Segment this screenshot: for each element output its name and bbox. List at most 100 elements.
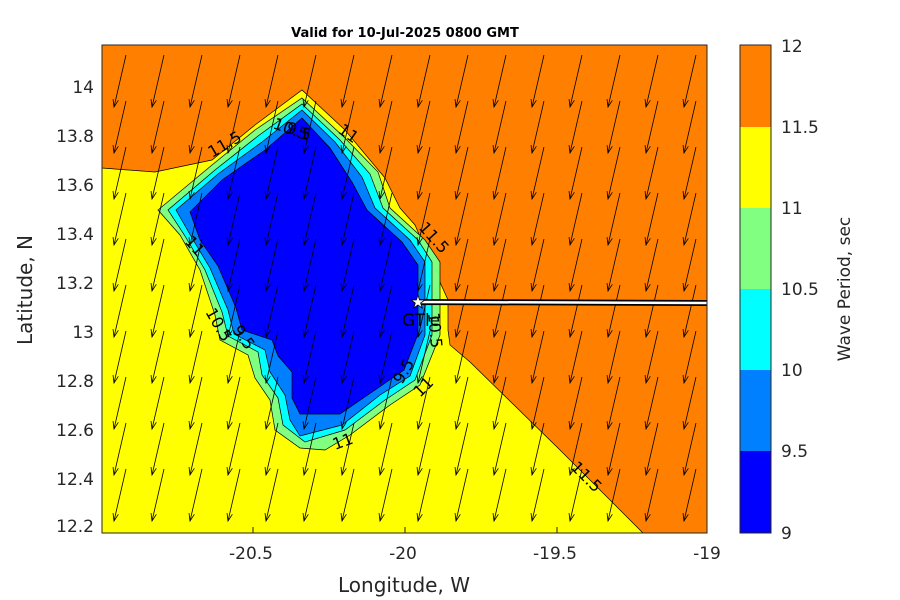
- colorbar-tick-label: 9.5: [781, 442, 808, 462]
- wind-arrow-head: [492, 237, 499, 247]
- wind-arrow: [569, 54, 583, 108]
- wind-arrow-head: [682, 329, 689, 339]
- wind-arrow: [113, 146, 127, 200]
- wind-arrow-head: [264, 467, 271, 477]
- wind-arrow-head: [682, 375, 689, 385]
- y-axis: 14 13.8 13.6 13.4 13.2 13 12.8 12.6 12.4…: [13, 78, 94, 537]
- wind-arrow: [189, 54, 203, 108]
- colorbar-frame: [739, 44, 772, 534]
- wind-arrow-head: [112, 513, 119, 523]
- wind-arrow: [455, 146, 469, 200]
- contour-label: 10.5: [424, 312, 446, 349]
- wind-arrow-head: [188, 467, 195, 477]
- wind-arrow: [493, 376, 507, 430]
- wind-arrow-head: [454, 467, 461, 477]
- wind-arrow: [417, 422, 431, 476]
- wind-arrow-head: [492, 513, 499, 523]
- wind-arrow-head: [606, 99, 613, 109]
- wind-arrow-head: [226, 237, 233, 247]
- wind-arrow: [569, 100, 583, 154]
- colorbar-swatch: [740, 208, 771, 289]
- wind-arrow-head: [606, 191, 613, 201]
- wind-arrow-head: [568, 191, 575, 201]
- wind-arrow-head: [530, 375, 537, 385]
- wind-arrow: [455, 192, 469, 246]
- wind-arrow: [493, 330, 507, 384]
- y-tick-label: 13.4: [56, 225, 94, 245]
- wind-arrow: [341, 422, 355, 476]
- wind-arrow-head: [568, 99, 575, 109]
- wind-arrow-head: [226, 329, 233, 339]
- wind-arrow: [645, 100, 659, 154]
- wind-arrow: [265, 284, 279, 338]
- wind-arrow: [113, 468, 127, 522]
- wind-arrow: [531, 54, 545, 108]
- wind-arrow: [151, 192, 165, 246]
- wind-arrow: [265, 422, 279, 476]
- wind-arrow: [607, 330, 621, 384]
- y-tick-label: 12.4: [56, 470, 94, 490]
- wind-arrow-head: [302, 375, 309, 385]
- wind-arrow-head: [264, 283, 271, 293]
- wind-arrow: [379, 468, 393, 522]
- wind-arrow-head: [416, 421, 423, 431]
- wind-arrow-head: [378, 513, 385, 523]
- wind-arrow-head: [530, 99, 537, 109]
- wind-arrow: [227, 468, 241, 522]
- wind-arrow-head: [150, 191, 157, 201]
- wind-arrow-head: [530, 191, 537, 201]
- wind-arrow: [379, 376, 393, 430]
- wind-arrow: [265, 54, 279, 108]
- wind-arrow-head: [226, 513, 233, 523]
- wind-arrow: [379, 100, 393, 154]
- wind-arrow: [303, 330, 317, 384]
- wind-arrow-head: [112, 283, 119, 293]
- wind-arrow: [645, 422, 659, 476]
- wind-arrow: [113, 422, 127, 476]
- wind-arrow: [645, 330, 659, 384]
- wind-arrow-head: [302, 237, 309, 247]
- wind-arrow-head: [340, 421, 347, 431]
- wind-arrow-head: [606, 283, 613, 293]
- wind-arrow-head: [606, 145, 613, 155]
- wind-arrow-head: [644, 513, 651, 523]
- wind-arrow-head: [416, 191, 423, 201]
- wind-arrow: [683, 468, 697, 522]
- colorbar-label: Wave Period, sec: [835, 217, 855, 362]
- wind-arrow-head: [226, 283, 233, 293]
- wind-arrow-head: [340, 513, 347, 523]
- wind-arrow: [455, 284, 469, 338]
- wind-arrow: [341, 468, 355, 522]
- wind-arrow-head: [188, 375, 195, 385]
- wind-arrow: [151, 330, 165, 384]
- wind-arrow-head: [188, 145, 195, 155]
- wind-arrow-head: [150, 513, 157, 523]
- wind-arrow: [417, 330, 431, 384]
- wind-arrow-head: [150, 375, 157, 385]
- wind-arrow: [151, 468, 165, 522]
- wind-arrow-head: [264, 237, 271, 247]
- wind-arrow: [227, 238, 241, 292]
- wind-arrow: [417, 238, 431, 292]
- wind-arrow: [683, 238, 697, 292]
- wind-arrow: [151, 146, 165, 200]
- wind-arrow: [531, 192, 545, 246]
- wind-arrow-head: [682, 421, 689, 431]
- wind-arrow: [417, 284, 431, 338]
- wind-arrow-head: [340, 191, 347, 201]
- wind-arrow: [569, 468, 583, 522]
- wind-arrow-head: [682, 145, 689, 155]
- colorbar-tick-label: 10.5: [781, 280, 819, 300]
- wind-arrow: [151, 238, 165, 292]
- wind-arrow: [151, 54, 165, 108]
- x-tick-label: -20.5: [229, 544, 273, 564]
- wind-arrow-head: [112, 467, 119, 477]
- wind-arrow: [113, 284, 127, 338]
- wind-arrow-head: [454, 329, 461, 339]
- wind-arrow: [493, 100, 507, 154]
- wind-arrow-head: [492, 283, 499, 293]
- wind-arrow: [379, 54, 393, 108]
- wind-arrow: [493, 422, 507, 476]
- wind-arrow-head: [530, 237, 537, 247]
- wind-arrow-head: [568, 329, 575, 339]
